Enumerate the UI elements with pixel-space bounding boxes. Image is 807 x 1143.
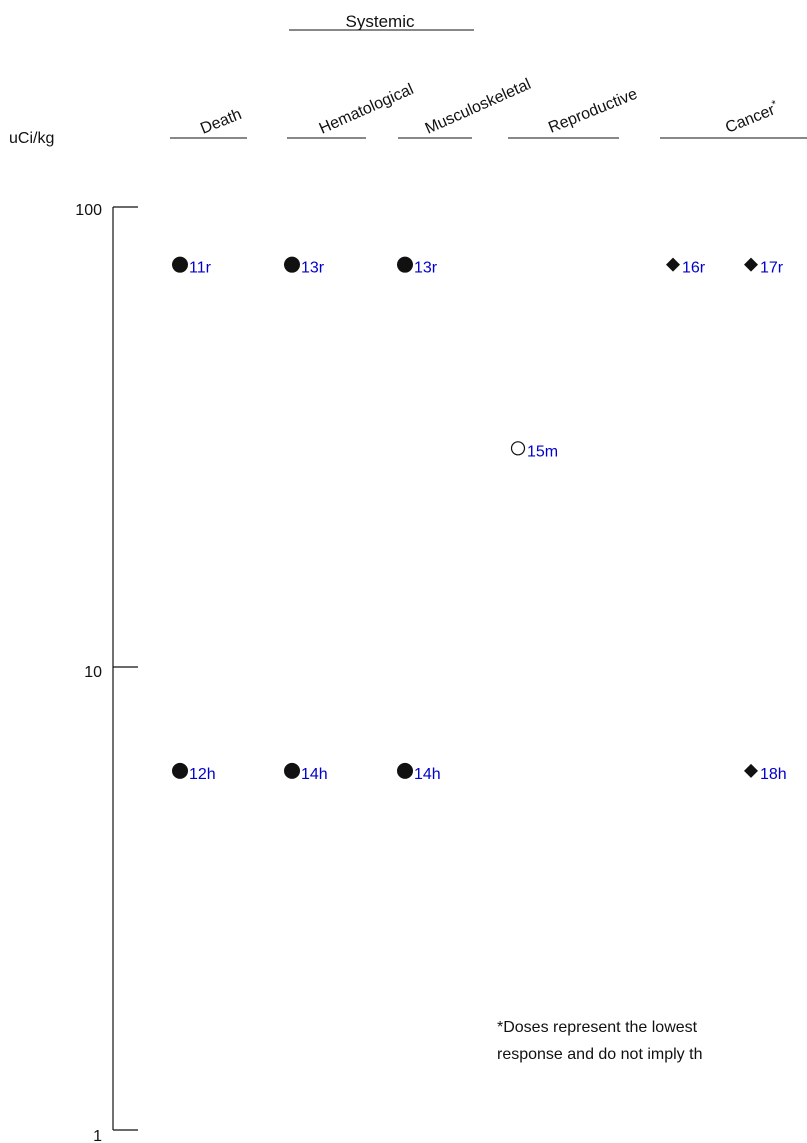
data-point-11r — [172, 256, 188, 273]
data-label-14h: 14h — [301, 766, 328, 783]
points-layer: 11r 13r 13r 15m 16r 17r 12h 14h 14h 18h — [172, 256, 787, 783]
category-header-hematological: Hematological — [317, 81, 417, 138]
data-point-12h — [172, 762, 188, 779]
group-header-systemic: Systemic — [346, 12, 415, 31]
y-tick-label-1: 1 — [93, 1128, 102, 1143]
category-header-cancer-text: Cancer — [723, 101, 778, 136]
data-label-17r: 17r — [760, 260, 784, 277]
footnote-line-2: response and do not imply th — [497, 1046, 702, 1063]
data-point-14h — [397, 762, 413, 779]
category-header-reproductive: Reproductive — [546, 86, 640, 137]
data-label-18h: 18h — [760, 766, 787, 783]
data-label-16r: 16r — [682, 260, 706, 277]
cancer-footnote-marker: * — [770, 98, 779, 111]
data-label-11r: 11r — [189, 260, 212, 277]
y-tick-label-100: 100 — [75, 202, 102, 219]
footnote-line-1: *Doses represent the lowest — [497, 1019, 698, 1036]
data-label-14h: 14h — [414, 766, 441, 783]
category-header-cancer: Cancer* — [722, 98, 782, 137]
y-tick-label-10: 10 — [84, 664, 102, 681]
category-header-death: Death — [198, 106, 244, 138]
data-label-15m: 15m — [527, 443, 558, 460]
data-point-15m — [510, 441, 526, 456]
data-label-12h: 12h — [189, 766, 216, 783]
data-point-16r — [666, 257, 680, 272]
data-point-14h — [284, 762, 300, 779]
y-axis-label: uCi/kg — [9, 130, 54, 147]
data-point-17r — [744, 257, 758, 272]
data-point-13r — [284, 256, 300, 273]
data-point-18h — [744, 763, 758, 778]
data-label-13r: 13r — [414, 260, 438, 277]
data-point-13r — [397, 256, 413, 273]
data-label-13r: 13r — [301, 260, 325, 277]
category-header-musculoskeletal: Musculoskeletal — [423, 76, 534, 138]
